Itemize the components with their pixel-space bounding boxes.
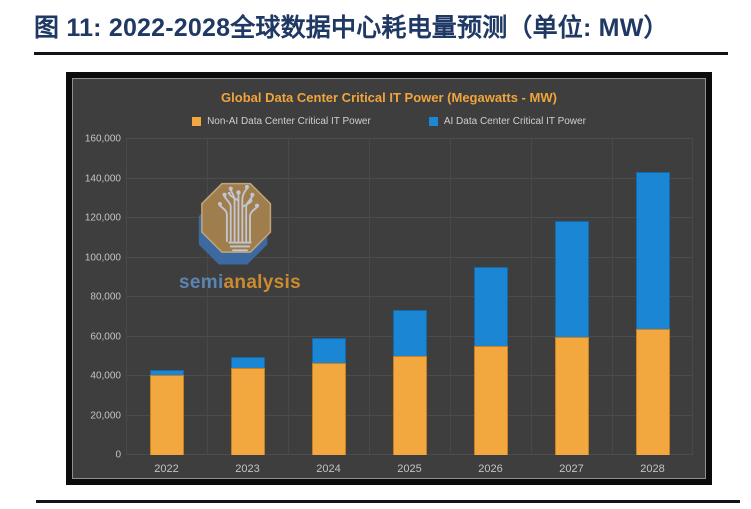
- bar-segment-ai-2023: [230, 357, 265, 369]
- bar-segment-non-ai-2023: [230, 368, 265, 455]
- bar-segment-ai-2026: [473, 267, 508, 347]
- y-tick-80,000: 80,000: [90, 291, 121, 303]
- y-tick-160,000: 160,000: [84, 133, 121, 145]
- x-tick-2023: 2023: [235, 463, 260, 475]
- chart-title: Global Data Center Critical IT Power (Me…: [221, 90, 557, 105]
- page-divider: [36, 500, 740, 503]
- chart-canvas: Global Data Center Critical IT Power (Me…: [72, 78, 706, 479]
- y-tick-20,000: 20,000: [90, 410, 121, 421]
- gridline-v: [612, 139, 613, 455]
- figure-caption: 图 11: 2022-2028全球数据中心耗电量预测（单位: MW）: [34, 14, 669, 42]
- semianalysis-logo-icon: [198, 182, 272, 265]
- semianalysis-watermark: semianalysis: [175, 173, 305, 294]
- bar-2024: [288, 139, 369, 455]
- legend-label-non-ai: Non-AI Data Center Critical IT Power: [207, 116, 371, 127]
- bar-2028: [612, 139, 693, 455]
- bar-segment-non-ai-2026: [473, 346, 508, 455]
- bar-segment-ai-2028: [635, 171, 670, 329]
- bar-segment-non-ai-2025: [392, 356, 427, 455]
- x-tick-2024: 2024: [316, 463, 341, 475]
- bar-2023: [207, 139, 288, 455]
- bar-2026: [450, 139, 531, 455]
- x-axis: 2022 2023 2024 2025 2026 2027 2028: [126, 463, 693, 475]
- gridline-v: [288, 139, 289, 455]
- x-tick-2022: 2022: [154, 463, 179, 475]
- bar-2027: [531, 139, 612, 455]
- bar-2025: [369, 139, 450, 455]
- wordmark-semi: semi: [179, 272, 224, 293]
- bar-segment-non-ai-2028: [635, 328, 670, 455]
- gridline-v: [126, 139, 127, 455]
- wordmark-analysis: analysis: [223, 272, 301, 293]
- gridline-v: [531, 139, 532, 455]
- x-tick-2027: 2027: [559, 463, 584, 475]
- bar-segment-non-ai-2022: [149, 375, 184, 455]
- bar-segment-non-ai-2027: [554, 336, 589, 455]
- gridline-h: [126, 138, 693, 139]
- bar-segment-ai-2027: [554, 220, 589, 337]
- bar-segment-ai-2024: [311, 338, 346, 364]
- legend-swatch-ai-icon: [428, 117, 438, 126]
- y-tick-60,000: 60,000: [90, 331, 121, 342]
- y-axis: 0 20,000 40,000 60,000 80,000 100,000 120,000 1…: [77, 134, 121, 461]
- y-tick-100,000: 100,000: [84, 252, 121, 263]
- caption-underline: [34, 52, 728, 55]
- bar-segment-ai-2022: [149, 370, 184, 376]
- y-tick-40,000: 40,000: [90, 370, 121, 382]
- x-tick-2026: 2026: [478, 463, 503, 475]
- legend-item-ai: AI Data Center Critical IT Power: [428, 116, 586, 127]
- bar-segment-non-ai-2024: [311, 363, 346, 455]
- semianalysis-wordmark: semianalysis: [175, 272, 305, 294]
- chart-frame: Global Data Center Critical IT Power (Me…: [66, 72, 712, 485]
- chart-legend: Non-AI Data Center Critical IT Power AI …: [73, 116, 705, 127]
- bar-segment-ai-2025: [392, 309, 427, 357]
- legend-label-ai: AI Data Center Critical IT Power: [443, 116, 586, 127]
- x-tick-2025: 2025: [397, 463, 422, 475]
- legend-swatch-non-ai-icon: [192, 117, 202, 126]
- bar-2022: [126, 139, 207, 455]
- y-tick-120,000: 120,000: [84, 212, 121, 224]
- gridline-v: [207, 139, 208, 455]
- plot-area: [126, 138, 693, 455]
- y-tick-140,000: 140,000: [84, 173, 121, 184]
- legend-item-non-ai: Non-AI Data Center Critical IT Power: [192, 116, 371, 127]
- gridline-v: [369, 139, 370, 455]
- gridline-h: [126, 256, 693, 258]
- gridline-h: [126, 296, 693, 297]
- gridline-h: [126, 217, 693, 218]
- gridline-v: [692, 139, 693, 455]
- gridline-h: [126, 177, 693, 179]
- gridline-v: [450, 139, 451, 455]
- y-tick-0: 0: [115, 449, 121, 461]
- x-tick-2028: 2028: [640, 463, 665, 475]
